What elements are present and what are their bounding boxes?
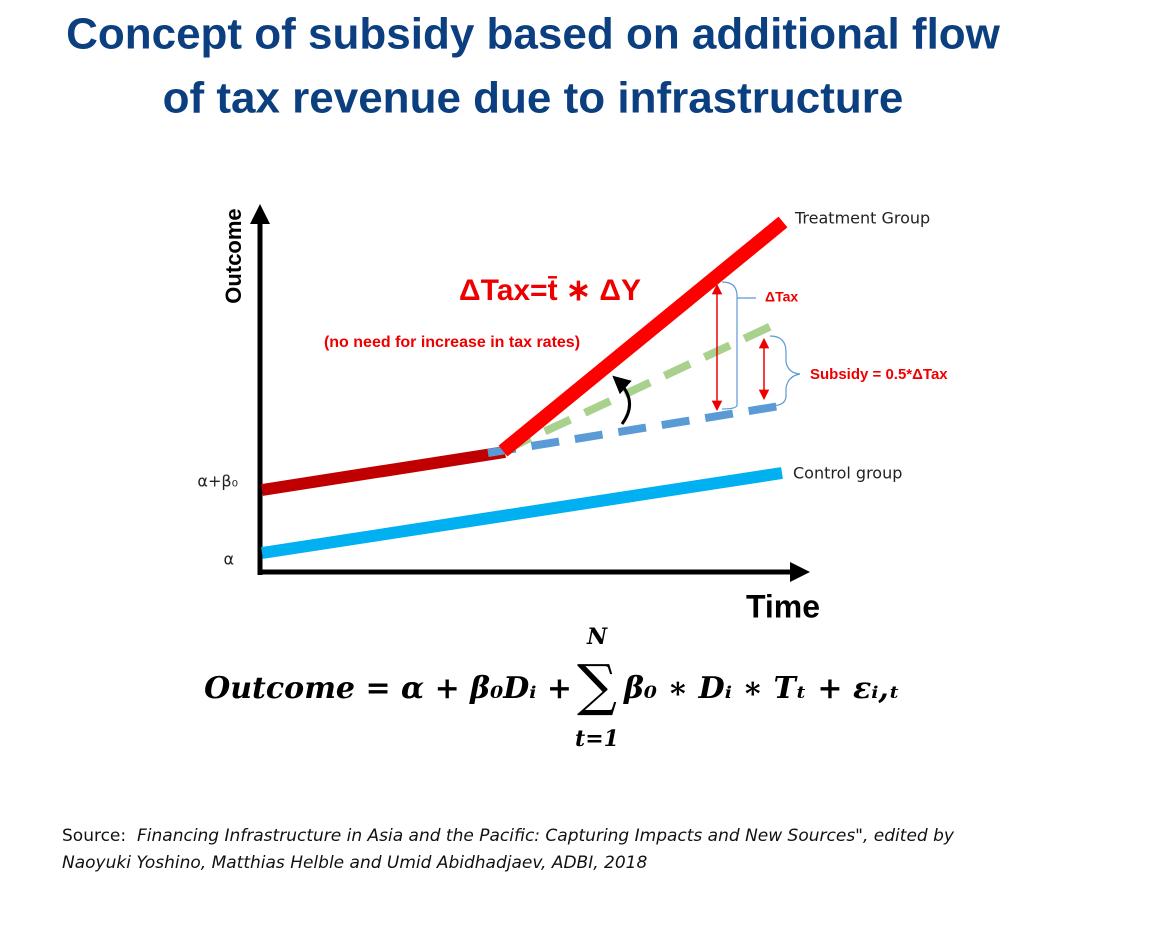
subsidy-label: Subsidy = 0.5*ΔTax — [810, 366, 948, 383]
source: Source: Financing Infrastructure in Asia… — [62, 826, 955, 873]
delta-tax-label: ΔTax — [765, 289, 798, 305]
sum-upper: N — [586, 624, 608, 650]
title-line: Concept of subsidy based on additional f… — [66, 10, 1001, 59]
sum-symbol: ∑ — [577, 654, 617, 719]
y-label: α+β₀ — [197, 472, 238, 491]
treatment-label: Treatment Group — [794, 209, 930, 228]
title-line: of tax revenue due to infrastructure — [163, 74, 904, 123]
subsidy-brace — [769, 335, 801, 407]
pre-treatment-line — [261, 446, 506, 496]
x-axis-label: Time — [746, 588, 820, 624]
source-text: Financing Infrastructure in Asia and the… — [137, 826, 955, 846]
treatment-line — [498, 216, 788, 457]
formula-note: (no need for increase in tax rates) — [324, 334, 580, 351]
control-label: Control group — [793, 464, 902, 483]
equation-left: Outcome = α + β₀Dᵢ + — [204, 671, 572, 706]
baseline-line — [487, 402, 781, 457]
source-text: Naoyuki Yoshino, Matthias Helble and Umi… — [62, 853, 647, 873]
control-line — [261, 467, 783, 559]
delta-tax-brace — [721, 281, 756, 410]
sum-lower: t=1 — [575, 726, 619, 752]
source-label: Source: — [62, 826, 126, 846]
counterfactual-line — [503, 318, 782, 454]
rotation-arrow — [612, 375, 632, 425]
y-axis-label: Outcome — [221, 208, 246, 303]
equation: Outcome = α + β₀Dᵢ + ∑ N t=1 β₀ ∗ Dᵢ ∗ T… — [204, 624, 900, 752]
diagram: Outcome Time α+β₀ α Treatment Group Cont… — [197, 204, 948, 624]
formula: ΔTax=t̄ ∗ ΔY — [459, 274, 641, 307]
y-label: α — [223, 550, 234, 569]
equation-right: β₀ ∗ Dᵢ ∗ Tₜ + εᵢ,ₜ — [623, 671, 900, 706]
